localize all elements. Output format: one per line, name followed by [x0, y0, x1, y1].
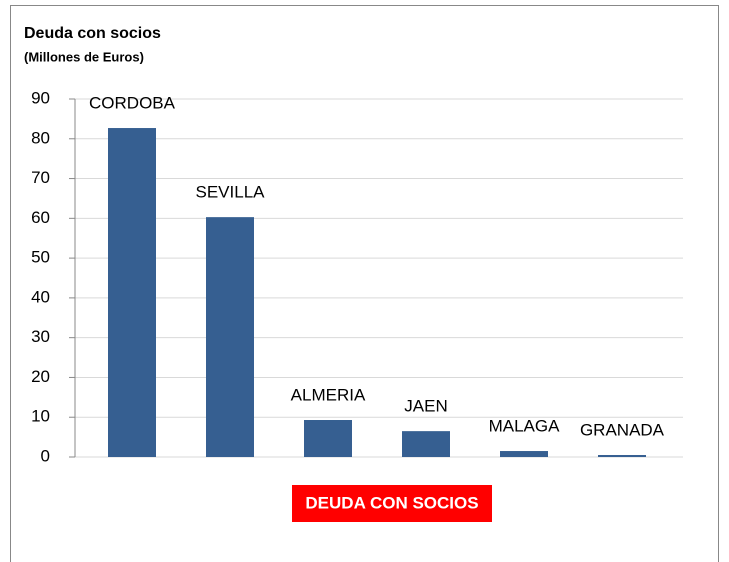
bar [500, 451, 548, 457]
bar [598, 455, 646, 457]
x-axis-label: DEUDA CON SOCIOS [305, 493, 478, 512]
category-label: JAEN [404, 397, 447, 416]
y-tick-label: 20 [31, 367, 50, 386]
chart-subtitle: (Millones de Euros) [24, 49, 144, 64]
chart-title: Deuda con socios [24, 25, 161, 42]
category-label: ALMERIA [291, 385, 366, 404]
category-label: SEVILLA [196, 183, 266, 202]
category-label: MALAGA [489, 417, 561, 436]
y-tick-label: 30 [31, 327, 50, 346]
bar [402, 431, 450, 457]
bar [304, 420, 352, 457]
y-tick-label: 50 [31, 248, 50, 267]
y-tick-label: 0 [41, 446, 50, 465]
y-tick-label: 10 [31, 407, 50, 426]
category-label: GRANADA [580, 420, 665, 439]
y-tick-label: 40 [31, 287, 50, 306]
y-tick-label: 80 [31, 128, 50, 147]
bar [206, 217, 254, 457]
category-label: CORDOBA [89, 94, 176, 113]
y-tick-label: 70 [31, 168, 50, 187]
x-label-box [292, 485, 492, 522]
y-tick-label: 90 [31, 88, 50, 107]
y-tick-label: 60 [31, 208, 50, 227]
bar [108, 128, 156, 457]
